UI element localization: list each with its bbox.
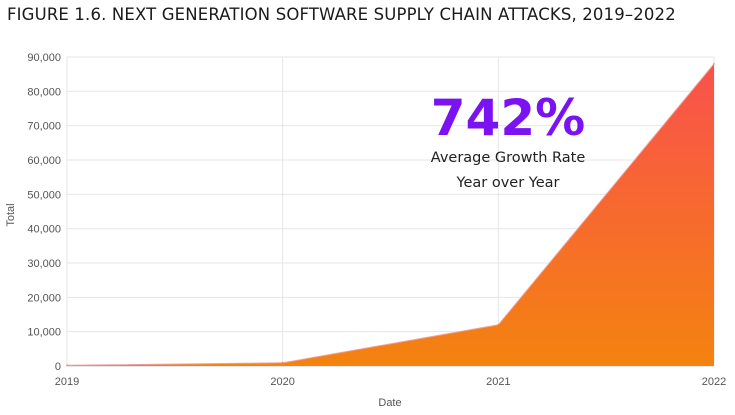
x-axis-ticks: 2019 2020 2021 2022 <box>55 376 726 388</box>
x-tick-label: 2022 <box>702 376 726 388</box>
y-tick-label: 50,000 <box>27 189 61 201</box>
y-axis-title: Total <box>5 203 17 226</box>
y-tick-label: 70,000 <box>27 121 61 133</box>
series-area-group <box>66 63 715 367</box>
series-line <box>66 63 715 366</box>
y-axis-ticks: 0 10,000 20,000 30,000 40,000 50,000 60,000 70,… <box>27 52 61 373</box>
series-area <box>67 63 714 366</box>
x-tick-label: 2019 <box>55 376 79 388</box>
growth-rate-label-line1: Average Growth Rate <box>431 150 586 166</box>
x-axis-title: Date <box>378 397 401 409</box>
data-point <box>66 364 68 367</box>
y-tick-label: 90,000 <box>27 52 61 64</box>
y-tick-label: 80,000 <box>27 86 61 98</box>
growth-rate-value: 742% <box>431 89 585 147</box>
x-tick-label: 2021 <box>486 376 510 388</box>
y-tick-label: 20,000 <box>27 292 61 304</box>
y-tick-label: 40,000 <box>27 224 61 236</box>
data-point <box>497 324 500 326</box>
figure-title: FIGURE 1.6. NEXT GENERATION SOFTWARE SUP… <box>7 5 676 24</box>
data-point <box>713 63 715 65</box>
x-tick-label: 2020 <box>270 376 294 388</box>
y-tick-label: 30,000 <box>27 258 61 270</box>
growth-rate-label-line2: Year over Year <box>456 175 560 191</box>
y-tick-label: 10,000 <box>27 327 61 339</box>
y-tick-label: 0 <box>55 361 61 373</box>
y-tick-label: 60,000 <box>27 155 61 167</box>
data-point <box>281 362 284 364</box>
